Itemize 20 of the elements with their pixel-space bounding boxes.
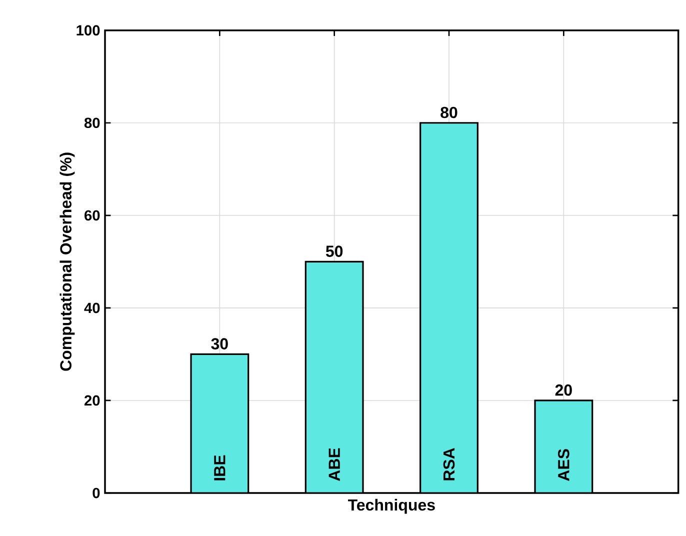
x-tick-label: ABE bbox=[328, 448, 340, 481]
y-tick-label: 0 bbox=[92, 488, 100, 498]
x-axis-title: Techniques bbox=[348, 498, 435, 514]
data-label: 80 bbox=[440, 106, 458, 118]
y-axis-title: Computational Overhead (%) bbox=[60, 152, 75, 371]
y-tick-label: 80 bbox=[84, 118, 100, 128]
x-tick-label: IBE bbox=[214, 455, 226, 480]
data-label: 50 bbox=[326, 246, 343, 257]
bar bbox=[420, 122, 478, 493]
bar bbox=[304, 260, 364, 493]
y-tick-label: 20 bbox=[84, 395, 100, 406]
bar bbox=[190, 353, 250, 493]
data-label: 20 bbox=[555, 384, 572, 396]
y-tick-label: 100 bbox=[76, 25, 100, 36]
x-tick-label: RSA bbox=[443, 448, 455, 480]
y-tick-label: 60 bbox=[84, 210, 100, 221]
x-tick-label: AES bbox=[558, 449, 570, 481]
data-label: 30 bbox=[211, 338, 228, 350]
bar bbox=[534, 400, 594, 493]
y-tick-label: 40 bbox=[84, 302, 100, 314]
